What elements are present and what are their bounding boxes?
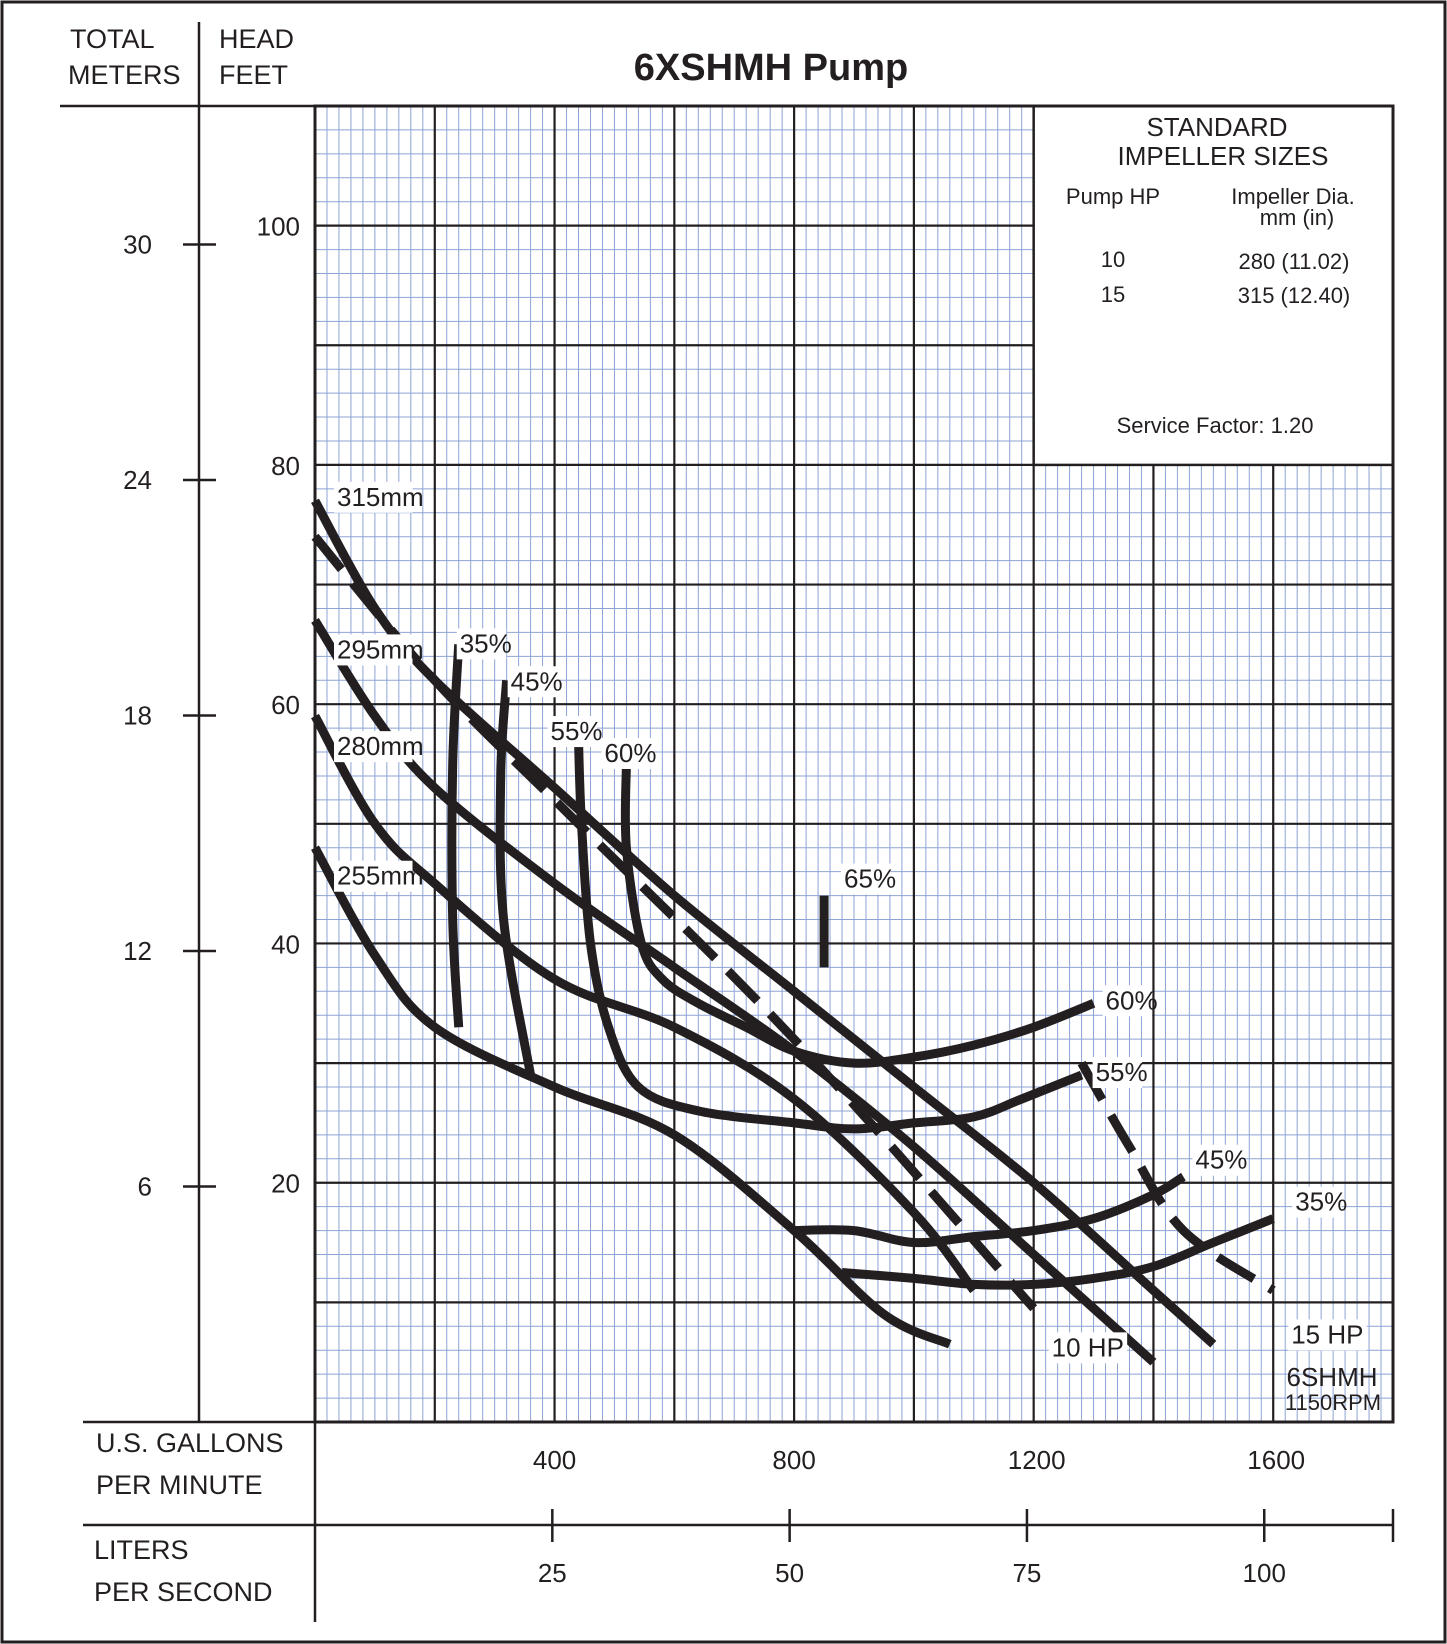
inset-row2-hp: 15 [1101,282,1125,307]
impeller-label-295mm: 295mm [337,634,424,664]
impeller-curve-255mm [311,845,952,1349]
impeller-label-315mm: 315mm [337,482,424,512]
inset-col-hp-header: Pump HP [1066,184,1160,209]
efficiency-label-2-start: 55% [551,716,603,746]
gpm-tick-400: 400 [533,1445,576,1475]
left-axis-header: TOTAL METERS HEAD FEET [68,24,294,90]
efficiency-label-3-end-bg [1102,985,1153,1017]
power-label-1-bg [1288,1319,1367,1351]
model-label: 6SHMH [1286,1362,1377,1392]
meters-tick-12: 12 [123,936,152,966]
inset-col-dia-header-line2: mm (in) [1260,205,1335,230]
impeller-label-315mm-bg [334,481,413,513]
impeller-table: STANDARD IMPELLER SIZES Pump HP Impeller… [1066,112,1355,438]
efficiency-label-3-end: 60% [1106,985,1158,1015]
inset-row2-dia: 315 (12.40) [1238,283,1351,308]
efficiency-curve-45 [495,680,536,1076]
efficiency-label-peak-bg [841,863,891,895]
impeller-label-295mm-bg [334,634,413,666]
feet-tick-60: 60 [271,690,300,720]
efficiency-label-1-start-bg [507,666,558,698]
lps-tick-25: 25 [538,1558,567,1588]
impeller-label-280mm: 280mm [337,731,424,761]
feet-tick-40: 40 [271,929,300,959]
meters-header-line1: TOTAL [70,24,155,54]
meters-tick-18: 18 [123,700,152,730]
meters-tick-30: 30 [123,229,152,259]
impeller-label-280mm-bg [334,731,413,763]
meters-tick-6: 6 [138,1171,152,1201]
efficiency-label-1-start: 45% [511,666,563,696]
lps-tick-50: 50 [775,1558,804,1588]
efficiency-curve-35 [841,1214,1275,1290]
efficiency-curve-45 [794,1172,1186,1248]
gpm-tick-1600: 1600 [1247,1445,1305,1475]
inset-service-factor: Service Factor: 1.20 [1117,413,1314,438]
meters-tick-24: 24 [123,465,152,495]
efficiency-label-0-start: 35% [460,628,512,658]
rpm-label: 1150RPM [1285,1390,1381,1415]
lps-header-line1: LITERS [94,1535,189,1565]
gpm-tick-800: 800 [772,1445,815,1475]
inset-row1-dia: 280 (11.02) [1239,249,1350,274]
inset-row1-hp: 10 [1101,247,1125,272]
impeller-label-255mm: 255mm [337,861,424,891]
efficiency-label-3-start-bg [601,738,651,769]
inset-title-line2: IMPELLER SIZES [1118,141,1329,171]
gpm-header-line1: U.S. GALLONS [96,1428,284,1458]
meters-header-line2: METERS [68,60,181,90]
lps-tick-75: 75 [1012,1558,1041,1588]
impeller-label-255mm-bg [334,860,413,892]
efficiency-label-3-start: 60% [604,738,656,768]
feet-tick-100: 100 [257,212,300,242]
inset-col-dia-header-line1: Impeller Dia. [1231,184,1354,209]
lps-tick-100: 100 [1243,1558,1286,1588]
efficiency-label-5-end-bg [1292,1186,1342,1218]
impeller-curve-280mm [311,713,978,1294]
gpm-header-line2: PER MINUTE [96,1470,263,1500]
efficiency-label-4-end-bg [1192,1144,1242,1176]
power-label-0-bg [1048,1332,1128,1364]
gpm-tick-1200: 1200 [1008,1445,1066,1475]
efficiency-curve-55 [574,739,1084,1134]
curve-labels: 315mm295mm280mm255mm35%45%55%60%55%60%45… [334,481,1367,1364]
efficiency-label-0-start-bg [456,628,507,660]
lps-header-line2: PER SECOND [94,1577,273,1607]
bottom-axis-header: U.S. GALLONS PER MINUTE LITERS PER SECON… [94,1428,284,1607]
power-label-0: 10 HP [1052,1332,1124,1362]
efficiency-curve-60 [620,763,1096,1068]
feet-header-line2: FEET [219,60,288,90]
plot-frame [313,104,1395,1424]
inset-title-line1: STANDARD [1146,112,1287,142]
efficiency-label-2-start-bg [547,716,598,748]
chart-title: 6XSHMH Pump [634,47,908,89]
efficiency-label-2-end-bg [1092,1057,1143,1089]
efficiency-label-2-end: 55% [1096,1057,1148,1087]
feet-header-line1: HEAD [219,24,294,54]
feet-tick-20: 20 [271,1169,300,1199]
power-curve-15hp [1077,1060,1276,1295]
efficiency-label-4-end: 45% [1195,1145,1247,1175]
efficiency-label-5-end: 35% [1295,1187,1347,1217]
axes: 20 40 60 80 100 6 12 18 24 30 400 800 1200 1600 25 50 75… [60,22,1395,1622]
efficiency-label-peak: 65% [844,864,896,894]
feet-tick-80: 80 [271,451,300,481]
power-label-1: 15 HP [1291,1319,1363,1349]
